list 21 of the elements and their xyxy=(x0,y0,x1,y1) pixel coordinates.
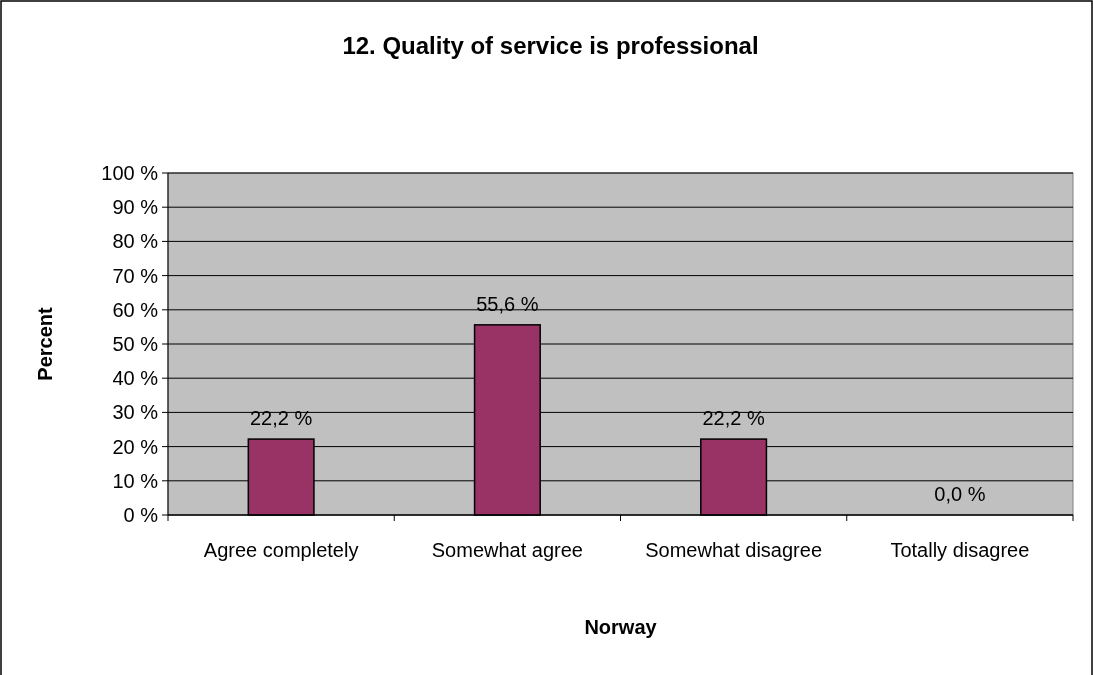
data-label: 22,2 % xyxy=(249,407,313,430)
x-tick-label: Somewhat agree xyxy=(431,539,583,561)
y-tick-label: 40 % xyxy=(112,367,159,390)
data-label: 22,2 % xyxy=(702,407,765,430)
y-tick-label: 100 % xyxy=(101,162,159,184)
x-tick-label: Agree completely xyxy=(203,539,359,561)
x-axis-title: Norway xyxy=(584,616,658,638)
y-tick-label: 0 % xyxy=(123,504,159,526)
y-axis-title: Percent xyxy=(34,306,56,381)
y-tick-label: 50 % xyxy=(112,333,159,355)
data-label: 0,0 % xyxy=(934,483,986,505)
y-tick-label: 60 % xyxy=(112,298,159,321)
x-tick-label: Somewhat disagree xyxy=(645,539,823,561)
y-tick-label: 80 % xyxy=(112,230,159,253)
y-tick-label: 10 % xyxy=(112,469,159,492)
x-tick-label: Totally disagree xyxy=(890,539,1030,561)
y-tick-label: 90 % xyxy=(112,196,159,219)
y-tick-label: 70 % xyxy=(112,264,159,287)
y-tick-label: 20 % xyxy=(112,435,159,458)
chart-title: 12. Quality of service is professional xyxy=(342,32,759,59)
y-tick-label: 30 % xyxy=(112,401,159,424)
